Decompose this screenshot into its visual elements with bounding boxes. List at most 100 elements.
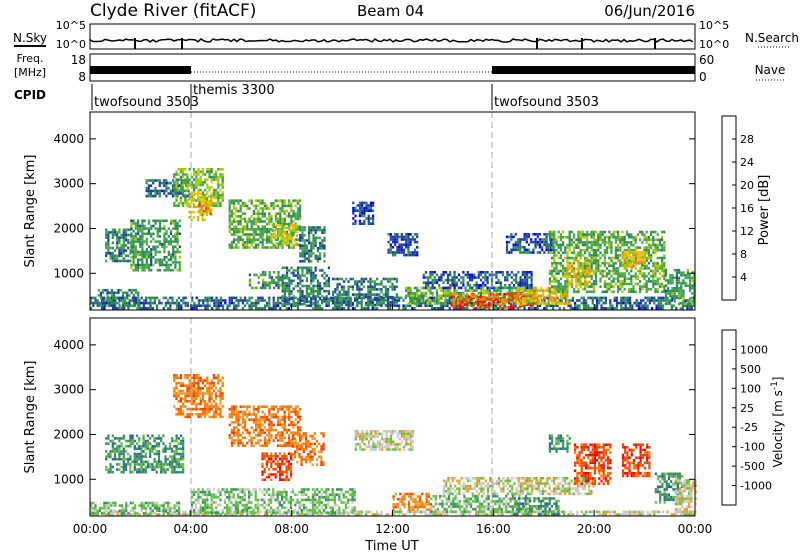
- data-cell: [165, 184, 168, 187]
- data-cell: [290, 202, 293, 205]
- data-cell: [108, 304, 111, 308]
- data-cell: [438, 286, 441, 290]
- data-cell: [640, 304, 643, 307]
- data-cell: [244, 296, 247, 300]
- data-cell: [400, 251, 403, 254]
- data-cell: [619, 285, 622, 288]
- data-cell: [197, 210, 200, 214]
- data-cell: [190, 186, 193, 189]
- data-cell: [277, 212, 280, 215]
- data-cell: [566, 251, 569, 255]
- data-cell: [653, 301, 656, 305]
- data-cell: [239, 228, 242, 231]
- data-cell: [534, 294, 538, 298]
- data-cell: [325, 289, 328, 293]
- data-cell: [692, 299, 695, 302]
- data-cell: [351, 288, 354, 291]
- data-cell: [570, 265, 573, 268]
- data-cell: [444, 294, 447, 298]
- data-cell: [193, 173, 196, 176]
- data-cell: [639, 272, 642, 275]
- data-cell: [690, 304, 693, 307]
- data-cell: [453, 289, 456, 292]
- data-cell: [179, 186, 182, 189]
- data-cell: [639, 230, 642, 234]
- data-cell: [261, 235, 264, 239]
- noise-line: [89, 38, 694, 43]
- data-cell: [292, 271, 295, 275]
- data-cell: [411, 301, 414, 305]
- data-cell: [295, 226, 298, 230]
- data-cell: [99, 304, 102, 308]
- data-cell: [394, 253, 397, 257]
- data-cell: [310, 292, 313, 296]
- data-cell: [650, 230, 653, 234]
- data-cell: [110, 291, 113, 295]
- data-cell: [316, 513, 319, 516]
- data-cell: [239, 510, 242, 514]
- data-cell: [597, 243, 600, 247]
- data-cell: [579, 261, 582, 265]
- data-cell: [448, 296, 451, 300]
- data-cell: [299, 215, 302, 218]
- data-cell: [645, 282, 648, 286]
- data-cell: [384, 285, 387, 289]
- data-cell: [289, 239, 292, 243]
- data-cell: [658, 277, 661, 281]
- data-cell: [365, 217, 368, 220]
- data-cell: [677, 296, 680, 300]
- data-cell: [645, 267, 648, 270]
- data-cell: [479, 295, 482, 299]
- data-cell: [378, 282, 381, 286]
- data-cell: [433, 278, 436, 282]
- data-cell: [394, 238, 397, 241]
- data-cell: [316, 307, 319, 310]
- data-cell: [310, 274, 313, 277]
- data-cell: [147, 245, 151, 249]
- data-cell: [252, 235, 255, 239]
- data-cell: [673, 268, 676, 272]
- data-cell: [680, 289, 683, 293]
- data-cell: [175, 299, 178, 302]
- data-cell: [548, 269, 551, 273]
- data-cell: [597, 269, 600, 273]
- data-cell: [165, 255, 168, 259]
- data-cell: [257, 220, 260, 223]
- data-cell: [568, 267, 571, 271]
- data-cell: [158, 240, 162, 243]
- data-cell: [274, 301, 277, 305]
- data-cell: [601, 241, 604, 244]
- data-cell: [475, 297, 478, 300]
- data-cell: [252, 513, 255, 516]
- data-cell: [237, 241, 240, 244]
- data-cell: [261, 243, 264, 247]
- data-cell: [257, 204, 260, 208]
- data-cell: [581, 282, 584, 286]
- data-cell: [651, 299, 654, 302]
- data-cell: [301, 247, 304, 250]
- data-cell: [409, 286, 412, 290]
- data-cell: [210, 178, 213, 181]
- data-cell: [124, 296, 127, 300]
- data-cell: [233, 230, 236, 234]
- data-cell: [624, 266, 627, 270]
- data-cell: [562, 285, 565, 288]
- data-cell: [477, 284, 480, 287]
- data-cell: [376, 301, 379, 305]
- data-cell: [316, 279, 319, 283]
- data-cell: [358, 510, 361, 514]
- data-cell: [490, 300, 493, 304]
- data-cell: [670, 304, 673, 307]
- data-cell: [647, 254, 650, 257]
- data-cell: [584, 243, 587, 247]
- data-cell: [266, 301, 269, 305]
- data-cell: [277, 276, 280, 279]
- data-cell: [411, 297, 414, 300]
- data-cell: [526, 291, 529, 295]
- data-cell: [212, 204, 215, 207]
- data-cell: [174, 258, 177, 262]
- data-cell: [270, 510, 273, 514]
- data-cell: [358, 293, 361, 296]
- data-cell: [116, 246, 119, 250]
